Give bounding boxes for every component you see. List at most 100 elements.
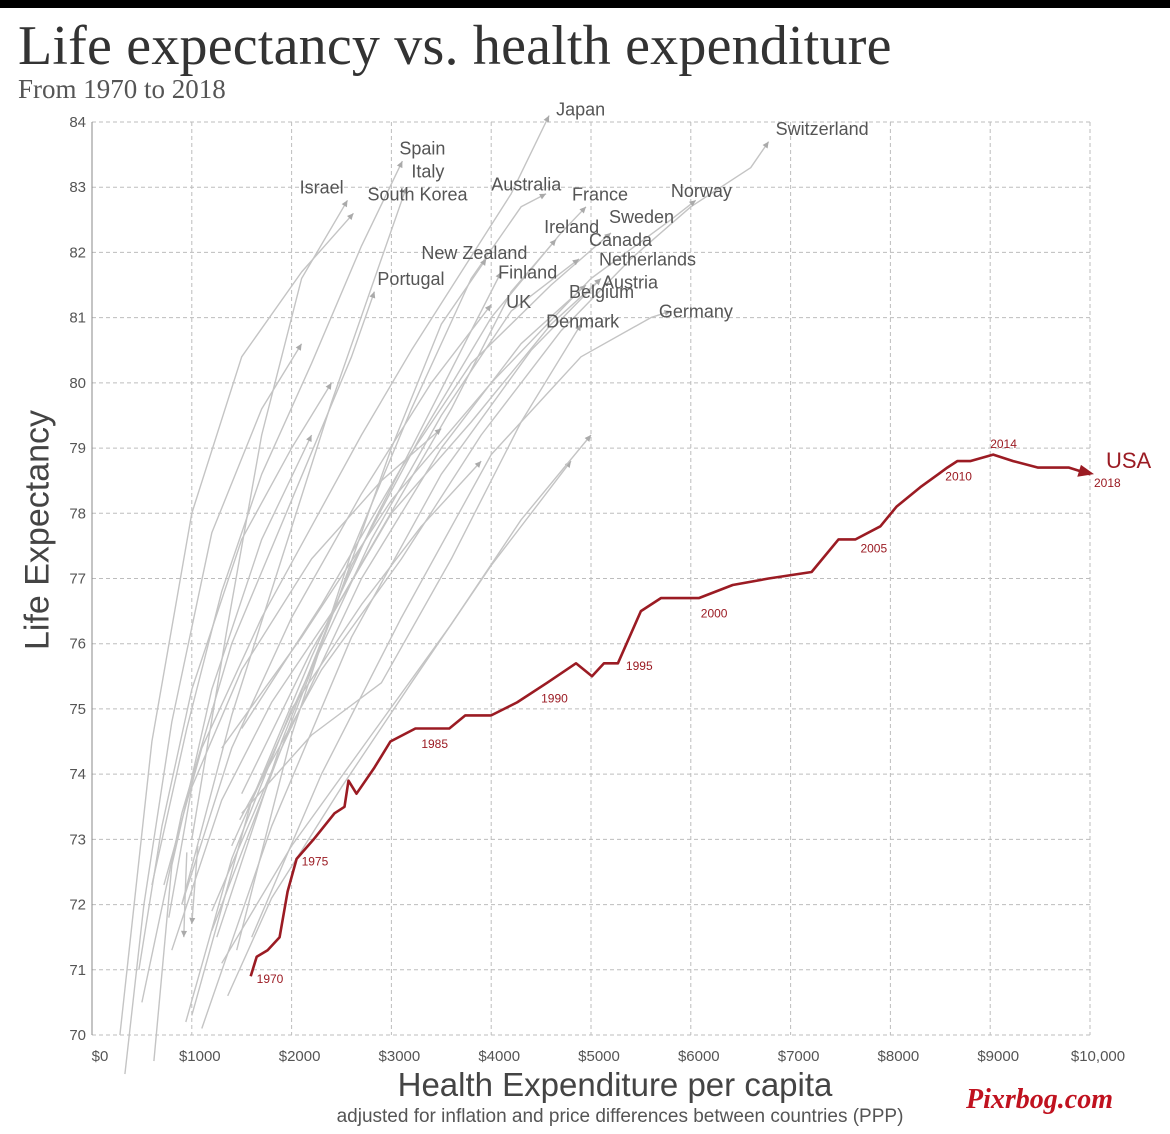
usa-year-label: 1975 [302, 854, 329, 868]
watermark: Pixrbog.com [966, 1084, 1113, 1115]
y-tick-label: 84 [69, 114, 86, 131]
country-arrow [347, 213, 354, 221]
y-tick-label: 71 [69, 962, 86, 979]
country-label: Austria [602, 272, 659, 292]
country-line [171, 238, 557, 951]
country-label: Japan [556, 99, 605, 119]
country-arrow [594, 278, 601, 286]
country-arrow [484, 304, 492, 312]
usa-series: USA 1970 1975 1985 1990 1995 2000 2005 2010 2014 2… [249, 437, 1152, 986]
country-arrow [604, 232, 611, 240]
country-label: Israel [300, 178, 344, 198]
country-label: Belgium [569, 282, 634, 302]
country-arrow [543, 115, 550, 123]
country-line [168, 427, 442, 918]
country-label: Germany [659, 302, 733, 322]
country-label: Italy [411, 161, 444, 181]
country-line [241, 232, 612, 729]
country-line [191, 845, 199, 925]
country-label: France [572, 184, 628, 204]
x-tick-label: $4000 [478, 1048, 520, 1065]
usa-year-label: 2000 [701, 607, 728, 621]
country-line [191, 271, 502, 1016]
country-label: Norway [671, 181, 732, 201]
country-line [241, 277, 602, 795]
country-arrow [306, 435, 312, 443]
country-label: Netherlands [599, 249, 696, 269]
country-line [236, 193, 547, 951]
x-tick-label: $7000 [778, 1048, 820, 1065]
y-tick-label: 80 [69, 375, 86, 392]
country-arrow [539, 193, 547, 200]
usa-line [249, 453, 1091, 977]
country-line [185, 460, 482, 1023]
country-label: Spain [399, 139, 445, 159]
y-tick-label: 76 [69, 636, 86, 653]
country-line [227, 460, 572, 997]
y-tick-label: 82 [69, 244, 86, 261]
country-line [163, 115, 550, 886]
country-label: South Korea [367, 184, 468, 204]
usa-year-label: 1985 [421, 737, 448, 751]
x-axis-label: Health Expenditure per capita [397, 1066, 833, 1103]
top-bar [0, 0, 1170, 8]
country-label: Switzerland [776, 119, 869, 139]
country-arrow [295, 343, 302, 351]
usa-year-label: 2014 [990, 437, 1017, 451]
country-line [124, 343, 303, 1075]
country-line [138, 382, 333, 970]
country-line [221, 434, 592, 964]
chart-subtitle: From 1970 to 2018 [18, 74, 226, 104]
country-arrow [401, 187, 408, 195]
country-line [119, 212, 355, 1036]
country-arrow [480, 258, 487, 266]
country-label: Denmark [546, 311, 620, 331]
country-label: Portugal [377, 269, 444, 289]
x-tick-label: $6000 [678, 1048, 720, 1065]
country-line [183, 852, 188, 938]
country-label: Sweden [609, 207, 674, 227]
country-line [191, 199, 349, 840]
usa-year-label: 1990 [541, 691, 568, 705]
country-arrow [575, 324, 582, 332]
usa-year-label: 2018 [1094, 476, 1121, 490]
x-tick-label: $2000 [279, 1048, 321, 1065]
country-line [151, 160, 404, 886]
chart-title: Life expectancy vs. health expenditure [18, 15, 892, 77]
country-line [211, 284, 587, 912]
usa-year-label: 1970 [257, 972, 284, 986]
country-arrow [189, 917, 196, 925]
country-line [201, 278, 602, 1029]
y-tick-label: 77 [69, 571, 86, 588]
country-label: Australia [491, 174, 562, 194]
x-tick-label: $3000 [379, 1048, 421, 1065]
y-tick-label: 72 [69, 897, 86, 914]
x-tick-label: $8000 [878, 1048, 920, 1065]
country-lines [119, 115, 770, 1075]
country-line [251, 310, 672, 938]
y-tick-label: 70 [69, 1027, 86, 1044]
country-arrow [549, 239, 557, 247]
country-line [211, 258, 487, 931]
y-tick-label: 75 [69, 701, 86, 718]
x-tick-label: $0 [92, 1048, 109, 1065]
country-arrow [434, 428, 442, 435]
usa-year-label: 2010 [945, 470, 972, 484]
country-arrow [579, 285, 587, 292]
usa-year-label: 2005 [860, 541, 887, 555]
country-arrow [762, 141, 769, 149]
y-ticks: 70 71 72 73 74 75 76 77 78 79 80 81 82 83 84 [69, 114, 86, 1044]
x-tick-label: $1000 [179, 1048, 221, 1065]
country-line [181, 304, 492, 905]
country-arrow [474, 461, 482, 468]
country-arrow [564, 461, 572, 468]
y-tick-label: 81 [69, 310, 86, 327]
x-axis-note: adjusted for inflation and price differe… [336, 1106, 904, 1127]
country-line [216, 206, 587, 938]
usa-arrow [1077, 464, 1094, 477]
country-line [239, 141, 770, 821]
country-label: Canada [589, 230, 653, 250]
x-tick-label: $10,000 [1071, 1048, 1125, 1065]
country-arrow [495, 271, 502, 279]
